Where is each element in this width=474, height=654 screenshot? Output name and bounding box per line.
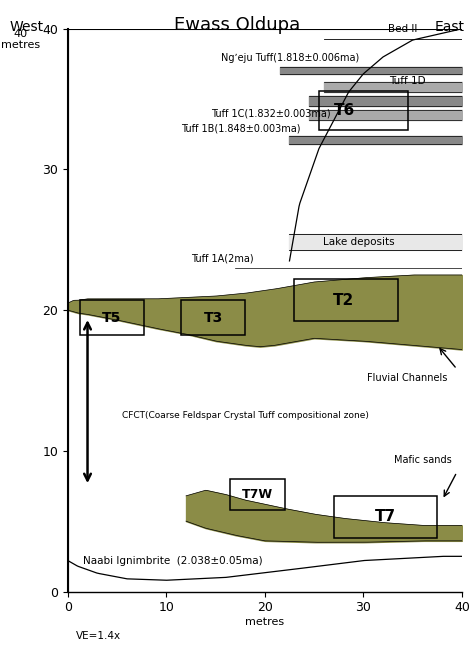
X-axis label: metres: metres <box>245 617 284 627</box>
Text: VE=1.4x: VE=1.4x <box>76 631 121 641</box>
Text: Tuff 1C(1.832±0.003ma): Tuff 1C(1.832±0.003ma) <box>210 108 330 118</box>
Text: Ngʼeju Tuff(1.818±0.006ma): Ngʼeju Tuff(1.818±0.006ma) <box>220 53 359 63</box>
Text: CFCT(Coarse Feldspar Crystal Tuff compositional zone): CFCT(Coarse Feldspar Crystal Tuff compos… <box>122 411 369 420</box>
Bar <box>230 479 284 510</box>
Bar <box>319 91 408 130</box>
Text: Naabi Ignimbrite  (2.038±0.05ma): Naabi Ignimbrite (2.038±0.05ma) <box>82 556 262 566</box>
Text: Lake deposits: Lake deposits <box>323 237 394 247</box>
Text: West: West <box>9 20 44 33</box>
Text: T7W: T7W <box>242 488 273 501</box>
Text: T2: T2 <box>333 293 354 308</box>
Text: Mafic sands: Mafic sands <box>394 455 452 465</box>
Text: T3: T3 <box>203 311 223 325</box>
Text: East: East <box>435 20 465 33</box>
Bar <box>80 300 144 336</box>
Text: Tuff 1A(2ma): Tuff 1A(2ma) <box>191 254 254 264</box>
Text: Fluvial Channels: Fluvial Channels <box>367 373 447 383</box>
Text: Ewass Oldupa: Ewass Oldupa <box>174 16 300 35</box>
Text: Tuff 1D: Tuff 1D <box>390 77 426 86</box>
Bar <box>294 279 398 321</box>
Text: Bed II: Bed II <box>388 24 418 35</box>
Text: Tuff 1B(1.848±0.003ma): Tuff 1B(1.848±0.003ma) <box>181 124 301 133</box>
Bar <box>181 300 245 336</box>
Text: T5: T5 <box>102 311 121 325</box>
Text: 40
metres: 40 metres <box>1 29 40 50</box>
Text: T7: T7 <box>375 509 396 525</box>
Bar <box>334 496 438 538</box>
Text: T6: T6 <box>334 103 355 118</box>
